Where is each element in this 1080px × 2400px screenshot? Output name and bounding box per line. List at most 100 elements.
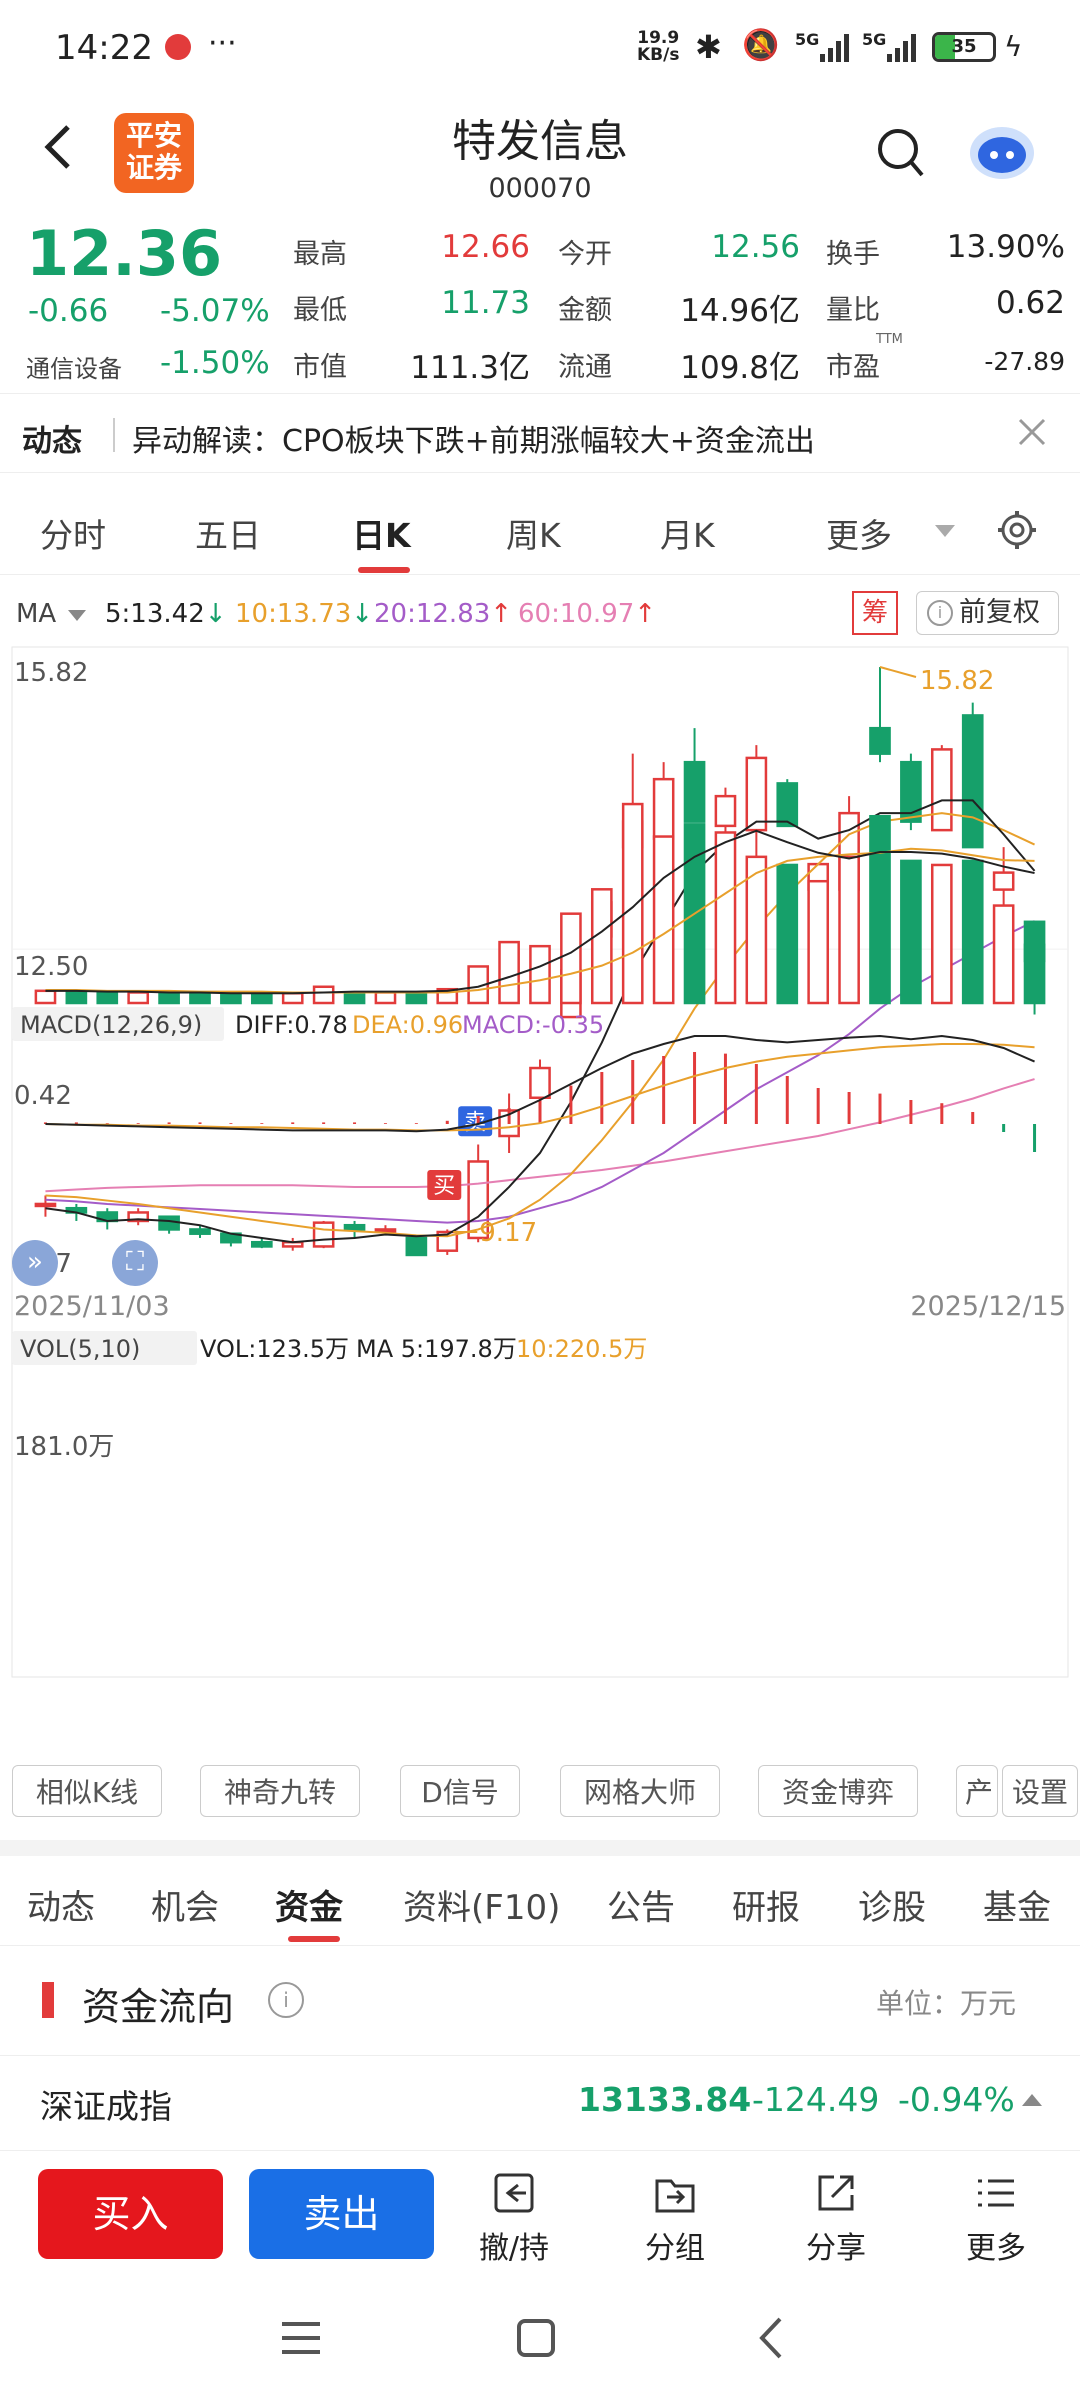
candle-body <box>127 1211 150 1223</box>
kline-chart-area[interactable]: MA 5:13.42↓ 10:13.73↓ 20:12.83↑ 60:10.97… <box>0 575 1080 1755</box>
status-bar: 14:22 ··· 19.9 KB/s ✱ 🔕 5G 5G 35 ϟ <box>0 0 1080 95</box>
share-button[interactable]: 分享 <box>786 2171 886 2267</box>
bluetooth-icon: ✱ <box>695 28 722 66</box>
tab-f10[interactable]: 资料(F10) <box>403 1888 561 1928</box>
low-value: 11.73 <box>441 285 530 321</box>
magic-nine-button[interactable]: 神奇九转 <box>200 1765 360 1817</box>
sell-button[interactable]: 卖出 <box>249 2169 434 2259</box>
tab-announcements[interactable]: 公告 <box>607 1888 675 1928</box>
ma20-value: 20:12.83↑ <box>374 599 513 629</box>
close-icon[interactable] <box>1016 416 1048 452</box>
volume-bar <box>652 835 675 1005</box>
tab-news[interactable]: 动态 <box>27 1888 95 1928</box>
period-tabs: 分时 五日 日K 周K 月K 更多 <box>0 483 1080 575</box>
stock-code: 000070 <box>488 173 592 204</box>
trade-bar: 买入 卖出 撤/持 分组 分享 更多 <box>0 2150 1080 2275</box>
info-icon[interactable]: i <box>268 1982 304 2018</box>
expand-left-icon[interactable]: » <box>12 1240 58 1286</box>
cut-off-button[interactable]: 产 <box>956 1765 998 1817</box>
volume-bar <box>590 888 613 1005</box>
more-button[interactable]: 更多 <box>946 2171 1046 2267</box>
broker-logo: 平安 证券 <box>114 113 194 193</box>
volume-bar <box>65 990 88 1005</box>
tab-intraday[interactable]: 分时 <box>40 516 106 555</box>
candle-body <box>776 782 799 828</box>
candle-body <box>869 726 891 755</box>
adjust-button[interactable]: i 前复权 <box>916 591 1059 635</box>
search-icon[interactable] <box>876 127 924 183</box>
chip-distribution-button[interactable]: 筹 <box>852 591 898 635</box>
tab-funds[interactable]: 资金 <box>275 1888 343 1928</box>
share-icon <box>818 2175 854 2211</box>
candle-body <box>343 1223 366 1231</box>
news-text[interactable]: 异动解读：CPO板块下跌+前期涨幅较大+资金流出 <box>132 424 815 459</box>
volume-bar <box>714 831 737 1005</box>
grid-master-button[interactable]: 网格大师 <box>560 1765 720 1817</box>
cancel-hold-button[interactable]: 撤/持 <box>464 2171 564 2267</box>
signal-5g-2: 5G <box>862 30 887 49</box>
tab-funds-related[interactable]: 基金 <box>983 1888 1051 1928</box>
volume-bar <box>930 863 953 1005</box>
volume-bar <box>992 904 1015 1005</box>
news-ticker[interactable]: 动态 异动解读：CPO板块下跌+前期涨幅较大+资金流出 <box>0 393 1080 473</box>
tab-monthly-k[interactable]: 月K <box>660 516 715 555</box>
tab-research[interactable]: 研报 <box>732 1888 800 1928</box>
ma20-line <box>45 920 1035 1224</box>
ma-dropdown-icon[interactable] <box>68 607 86 626</box>
tab-diagnosis[interactable]: 诊股 <box>858 1888 926 1928</box>
min-label: 9.17 <box>479 1218 537 1248</box>
amount-label: 金额 <box>558 295 612 326</box>
index-row[interactable]: 深证成指 13133.84 -124.49 -0.94% <box>0 2056 1080 2146</box>
volume-bar <box>312 985 335 1005</box>
dea-line <box>45 1043 1035 1132</box>
volume-bar <box>745 855 768 1005</box>
macd-label-bg <box>12 1007 224 1041</box>
vol-label: VOL(5,10) <box>20 1335 140 1363</box>
group-button[interactable]: 分组 <box>625 2171 725 2267</box>
volume-bar <box>220 992 242 1005</box>
back-nav-icon[interactable] <box>756 2315 786 2365</box>
signal-5g-1: 5G <box>795 30 820 49</box>
signal-bars-icon <box>820 32 850 68</box>
robot-assistant-icon[interactable] <box>967 121 1037 185</box>
tab-daily-k[interactable]: 日K <box>352 516 411 555</box>
candle-body <box>930 748 953 832</box>
d-signal-button[interactable]: D信号 <box>400 1765 520 1817</box>
sector-name[interactable]: 通信设备 <box>26 355 122 383</box>
buy-button[interactable]: 买入 <box>38 2169 223 2259</box>
volume-bar <box>529 944 551 1005</box>
ma-label[interactable]: MA <box>16 599 57 629</box>
x-tick-label: 2025/12/15 <box>910 1291 1066 1322</box>
similar-kline-button[interactable]: 相似K线 <box>12 1765 162 1817</box>
signal-bars-icon-2 <box>887 32 917 68</box>
stock-name: 特发信息 <box>452 116 628 167</box>
fullscreen-icon[interactable]: ⛶ <box>112 1240 158 1286</box>
caret-up-icon[interactable] <box>1022 2092 1042 2111</box>
candle-body <box>714 794 737 828</box>
volume-bar <box>961 859 984 1005</box>
settings-button[interactable]: 设置 <box>1002 1765 1078 1817</box>
candle-body <box>745 756 768 832</box>
home-icon[interactable] <box>516 2318 556 2362</box>
sector-change-pct: -1.50% <box>160 345 270 381</box>
back-button[interactable] <box>40 121 74 177</box>
stock-header: 平安 证券 特发信息 000070 <box>0 95 1080 215</box>
info-tabs: 动态 机会 资金 资料(F10) 公告 研报 诊股 基金 <box>0 1856 1080 1946</box>
tab-five-day[interactable]: 五日 <box>195 516 261 555</box>
vol-value: VOL:123.5万 <box>200 1335 349 1363</box>
tab-more[interactable]: 更多 <box>826 516 892 555</box>
vol-ma5-line <box>45 829 1035 995</box>
candle-body <box>683 760 706 823</box>
recent-apps-icon[interactable] <box>280 2320 322 2360</box>
more-dots-icon: ··· <box>208 26 237 61</box>
volume-bar <box>343 991 366 1005</box>
volume-ratio-value: 0.62 <box>995 285 1065 321</box>
tab-opportunity[interactable]: 机会 <box>151 1888 219 1928</box>
fund-game-button[interactable]: 资金博弈 <box>758 1765 918 1817</box>
index-change: -124.49 <box>752 2080 880 2119</box>
chevron-down-icon[interactable] <box>933 523 957 543</box>
open-value: 12.56 <box>711 229 800 265</box>
low-label: 最低 <box>293 295 347 326</box>
gear-icon[interactable] <box>996 509 1038 555</box>
tab-weekly-k[interactable]: 周K <box>506 516 561 555</box>
